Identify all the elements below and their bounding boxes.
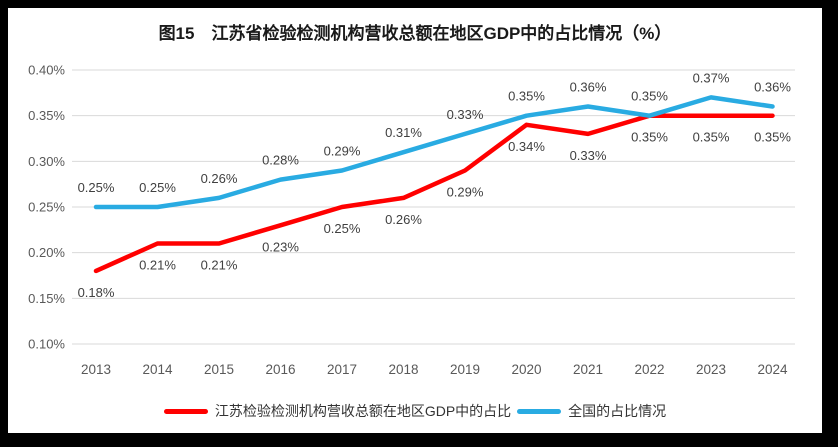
data-label-jiangsu: 0.34% — [508, 139, 545, 154]
y-tick-label: 0.10% — [28, 337, 65, 352]
series-line-jiangsu — [93, 113, 775, 274]
data-label-jiangsu: 0.26% — [385, 212, 422, 227]
data-label-national: 0.25% — [139, 180, 176, 195]
data-label-national: 0.29% — [324, 143, 361, 158]
data-label-national: 0.33% — [447, 107, 484, 122]
y-tick-label: 0.20% — [28, 245, 65, 260]
data-label-national: 0.25% — [78, 180, 115, 195]
x-tick-label: 2016 — [265, 362, 295, 377]
x-tick-label: 2020 — [511, 362, 541, 377]
data-label-jiangsu: 0.29% — [447, 184, 484, 199]
y-tick-label: 0.40% — [28, 63, 65, 78]
data-label-jiangsu: 0.21% — [139, 258, 176, 273]
chart-card: 图15 江苏省检验检测机构营收总额在地区GDP中的占比情况（%） 0.40% 0.… — [8, 8, 822, 433]
data-label-jiangsu: 0.18% — [78, 285, 115, 300]
chart-title: 图15 江苏省检验检测机构营收总额在地区GDP中的占比情况（%） — [158, 24, 672, 43]
y-tick-label: 0.15% — [28, 291, 65, 306]
x-tick-label: 2024 — [757, 362, 788, 377]
y-tick-label: 0.30% — [28, 154, 65, 169]
series-line-national — [93, 95, 775, 210]
data-label-jiangsu: 0.35% — [693, 130, 730, 145]
data-label-national: 0.26% — [201, 171, 238, 186]
legend-label-jiangsu: 江苏检验检测机构营收总额在地区GDP中的占比 — [214, 403, 512, 419]
x-tick-label: 2019 — [450, 362, 480, 377]
legend: 江苏检验检测机构营收总额在地区GDP中的占比 全国的占比情况 — [8, 401, 822, 421]
data-label-national: 0.36% — [570, 80, 607, 95]
data-label-jiangsu: 0.33% — [570, 148, 607, 163]
data-label-national: 0.31% — [385, 125, 422, 140]
data-label-jiangsu: 0.25% — [324, 221, 361, 236]
data-label-jiangsu: 0.23% — [262, 239, 299, 254]
x-tick-label: 2014 — [142, 362, 173, 377]
plot-svg: 0.40% 0.35% 0.30% 0.25% 0.20% 0.15% 0.10% 2013 2… — [28, 63, 795, 377]
x-tick-label: 2018 — [388, 362, 418, 377]
data-label-jiangsu: 0.21% — [201, 258, 238, 273]
legend-item-national: 全国的占比情况 — [517, 401, 666, 421]
legend-swatch-jiangsu — [163, 408, 208, 414]
data-label-national: 0.36% — [754, 80, 791, 95]
x-tick-label: 2015 — [204, 362, 234, 377]
x-tick-label: 2021 — [573, 362, 603, 377]
y-tick-label: 0.35% — [28, 108, 65, 123]
x-tick-label: 2017 — [327, 362, 357, 377]
data-label-jiangsu: 0.35% — [754, 130, 791, 145]
legend-label-national: 全国的占比情况 — [568, 403, 667, 419]
data-label-national: 0.28% — [262, 153, 299, 168]
x-tick-label: 2022 — [634, 362, 664, 377]
legend-swatch-national — [517, 408, 562, 414]
y-tick-label: 0.25% — [28, 200, 65, 215]
legend-item-jiangsu: 江苏检验检测机构营收总额在地区GDP中的占比 — [163, 401, 512, 421]
x-tick-label: 2013 — [81, 362, 111, 377]
data-label-national: 0.37% — [693, 70, 730, 85]
data-label-national: 0.35% — [631, 89, 668, 104]
x-tick-label: 2023 — [696, 362, 726, 377]
data-label-jiangsu: 0.35% — [631, 130, 668, 145]
data-label-national: 0.35% — [508, 89, 545, 104]
